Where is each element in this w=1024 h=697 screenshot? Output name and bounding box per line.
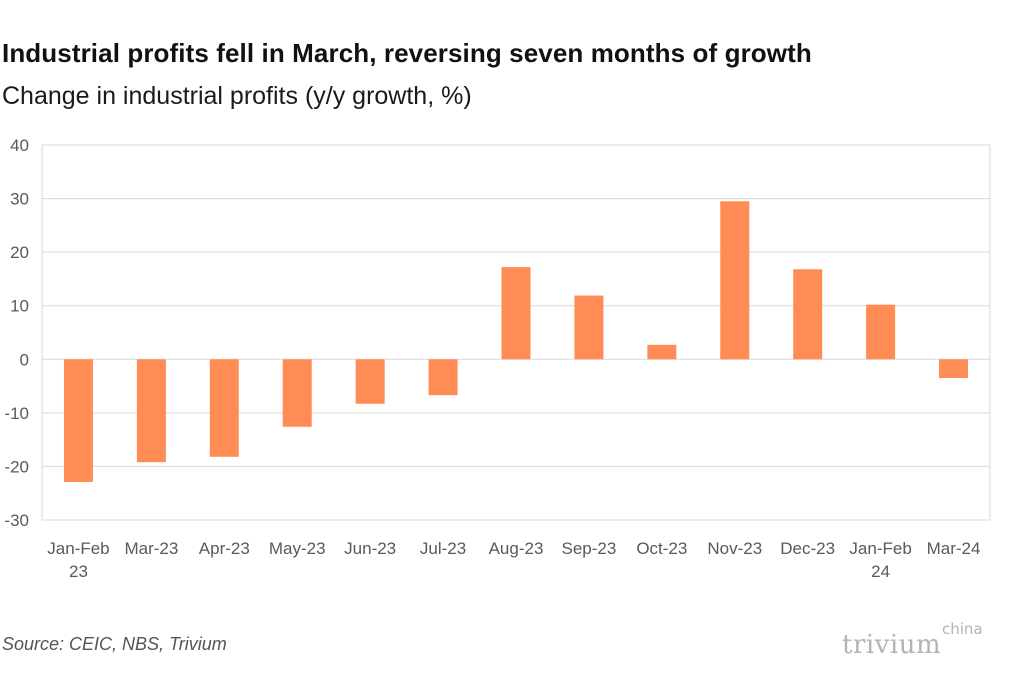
bar <box>866 304 896 360</box>
bar <box>501 267 531 360</box>
y-tick-label: -30 <box>4 511 29 530</box>
bar <box>793 269 823 360</box>
x-tick-label: Mar-23 <box>124 539 178 558</box>
x-tick-labels: Jan-Feb 23 Mar-23 Apr-23 May-23 Jun-23 Jul-23 A… <box>47 539 980 581</box>
y-tick-label: 10 <box>10 297 29 316</box>
y-tick-label: 0 <box>20 350 29 369</box>
x-tick-label: Jun-23 <box>344 539 396 558</box>
y-tick-label: -10 <box>4 404 29 423</box>
bar <box>209 359 239 457</box>
y-tick-label: 30 <box>10 190 29 209</box>
bar <box>574 295 604 360</box>
x-tick-label: Dec-23 <box>780 539 835 558</box>
bar <box>63 359 93 482</box>
bar <box>136 359 166 463</box>
chart-title: Industrial profits fell in March, revers… <box>2 38 812 68</box>
y-tick-label: -20 <box>4 457 29 476</box>
bar <box>939 359 969 379</box>
source-note: Source: CEIC, NBS, Trivium <box>2 634 227 654</box>
bar <box>428 359 458 396</box>
y-tick-labels: 40 30 20 10 0 -10 -20 -30 <box>4 136 29 530</box>
x-tick-label: Sep-23 <box>562 539 617 558</box>
bar <box>282 359 312 427</box>
x-tick-label: Jan-Feb 23 <box>47 539 109 581</box>
y-tick-label: 20 <box>10 243 29 262</box>
bar <box>720 201 750 360</box>
bar <box>355 359 385 404</box>
bar <box>647 344 677 360</box>
x-tick-label: Nov-23 <box>707 539 762 558</box>
x-tick-label: Aug-23 <box>489 539 544 558</box>
x-tick-label: Mar-24 <box>927 539 981 558</box>
logo-wordmark: trivium <box>842 630 942 660</box>
plot-frame <box>41 144 991 521</box>
x-tick-label: Apr-23 <box>199 539 250 558</box>
trivium-china-logo: trivium china <box>842 620 1002 664</box>
x-tick-label: Jul-23 <box>420 539 466 558</box>
x-tick-label: Oct-23 <box>636 539 687 558</box>
logo-superscript: china <box>942 620 983 638</box>
y-tick-label: 40 <box>10 136 29 155</box>
bar-chart: 40 30 20 10 0 -10 -20 -30 Jan-Feb 23 Mar-23 Apr-23… <box>4 136 991 581</box>
x-tick-label: May-23 <box>269 539 326 558</box>
chart-subtitle: Change in industrial profits (y/y growth… <box>2 82 472 110</box>
bars <box>63 201 969 482</box>
x-tick-label: Jan-Feb 24 <box>849 539 911 581</box>
